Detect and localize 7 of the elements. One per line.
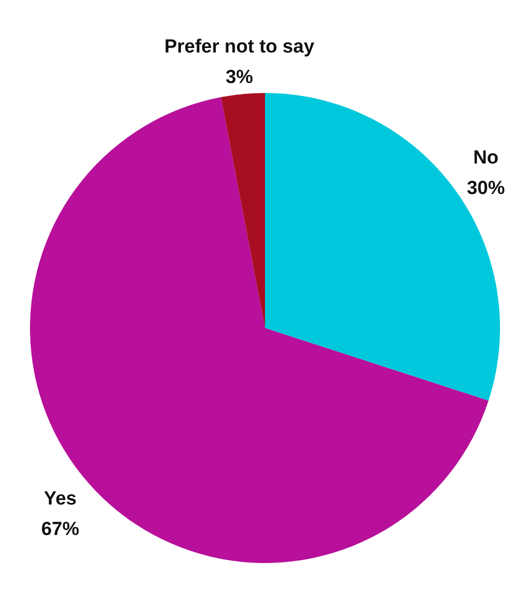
data-label: 3% — [226, 66, 254, 88]
slice-label: Prefer not to say — [164, 36, 315, 58]
slice-label: Yes — [44, 488, 77, 510]
data-label: 30% — [466, 178, 505, 200]
pie-slice — [220, 93, 265, 328]
slice-label: No — [473, 148, 499, 169]
data-label: 67% — [41, 519, 80, 540]
